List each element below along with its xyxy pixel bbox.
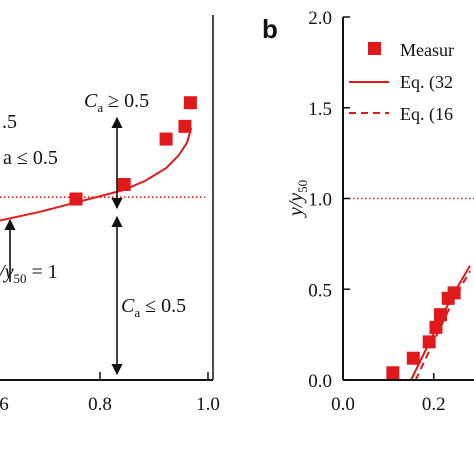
- panel-b-series-line-2: [414, 270, 471, 381]
- panel-b-y-tick-label: 0.0: [308, 371, 332, 392]
- panel-b-x-tick-label: 0.0: [331, 394, 355, 415]
- panel-b: b 0.0 0.5 1.0 1.5 2.0 0.0 0.2 y/y50 Measur Eq.…: [262, 8, 474, 415]
- panel-a-data-point: [178, 119, 192, 133]
- annotation-partial-05: .5: [2, 111, 17, 133]
- annotation-ca-subscript: a: [97, 100, 103, 115]
- panel-a-data-point: [159, 132, 173, 146]
- annotation-ca-ge-05: Ca ≥ 0.5: [84, 90, 149, 115]
- legend-label-eq32: Eq. (32: [400, 72, 453, 93]
- annotation-ca-subscript: a: [134, 305, 140, 320]
- panel-b-y-tick-label: 1.0: [308, 190, 332, 211]
- panel-b-y-axis-label: y/y50: [285, 180, 310, 218]
- annotation-y-relation: = 1: [26, 261, 57, 283]
- y-axis-label-subscript: 50: [295, 180, 310, 193]
- annotation-ca-symbol: C: [121, 295, 135, 317]
- annotation-ca-le-05-partial: a ≤ 0.5: [3, 147, 58, 169]
- legend-label-measured: Measur: [400, 40, 454, 60]
- annotation-ca-symbol: C: [84, 90, 98, 112]
- panel-a-series-line-1: [0, 127, 193, 222]
- panel-b-y-tick-label: 1.5: [308, 99, 332, 120]
- panel-b-y-tick-label: 2.0: [308, 8, 332, 29]
- panel-b-data-point: [386, 366, 400, 380]
- legend: Measur Eq. (32 Eq. (16: [349, 40, 454, 125]
- legend-label-eq16: Eq. (16: [400, 104, 453, 125]
- annotation-y-subscript: 50: [13, 271, 26, 286]
- y-axis-label-main: y/y: [285, 193, 307, 218]
- annotation-ca-relation: ≤ 0.5: [140, 295, 186, 317]
- panel-b-series-line-1: [410, 265, 471, 381]
- panel-a-x-tick-label: 6: [0, 394, 9, 415]
- panel-b-label: b: [262, 14, 278, 44]
- panel-b-data-point: [406, 351, 420, 365]
- panel-a-data-point: [183, 96, 197, 110]
- panel-a-x-tick-label: 1.0: [196, 394, 220, 415]
- panel-a-x-tick-label: 0.8: [88, 394, 112, 415]
- annotation-y50-eq-1: /y50 = 1: [0, 261, 58, 286]
- panel-b-plot-area: [345, 197, 474, 381]
- panel-a: 6 0.8 1.0 .5 a ≤ 0.5 Ca ≥ 0.5 /y50 = 1 C…: [0, 15, 220, 415]
- annotation-y-fragment: /: [0, 261, 7, 283]
- panel-b-ticks: 0.0 0.5 1.0 1.5 2.0 0.0 0.2: [308, 8, 445, 415]
- annotation-y-symbol: y: [3, 261, 14, 283]
- legend-marker-measured: [368, 42, 381, 55]
- annotation-ca-relation: ≥ 0.5: [103, 90, 149, 112]
- annotation-ca-le-05: Ca ≤ 0.5: [121, 295, 186, 320]
- panel-b-y-tick-label: 0.5: [308, 280, 332, 301]
- panel-b-x-tick-label: 0.2: [422, 394, 446, 415]
